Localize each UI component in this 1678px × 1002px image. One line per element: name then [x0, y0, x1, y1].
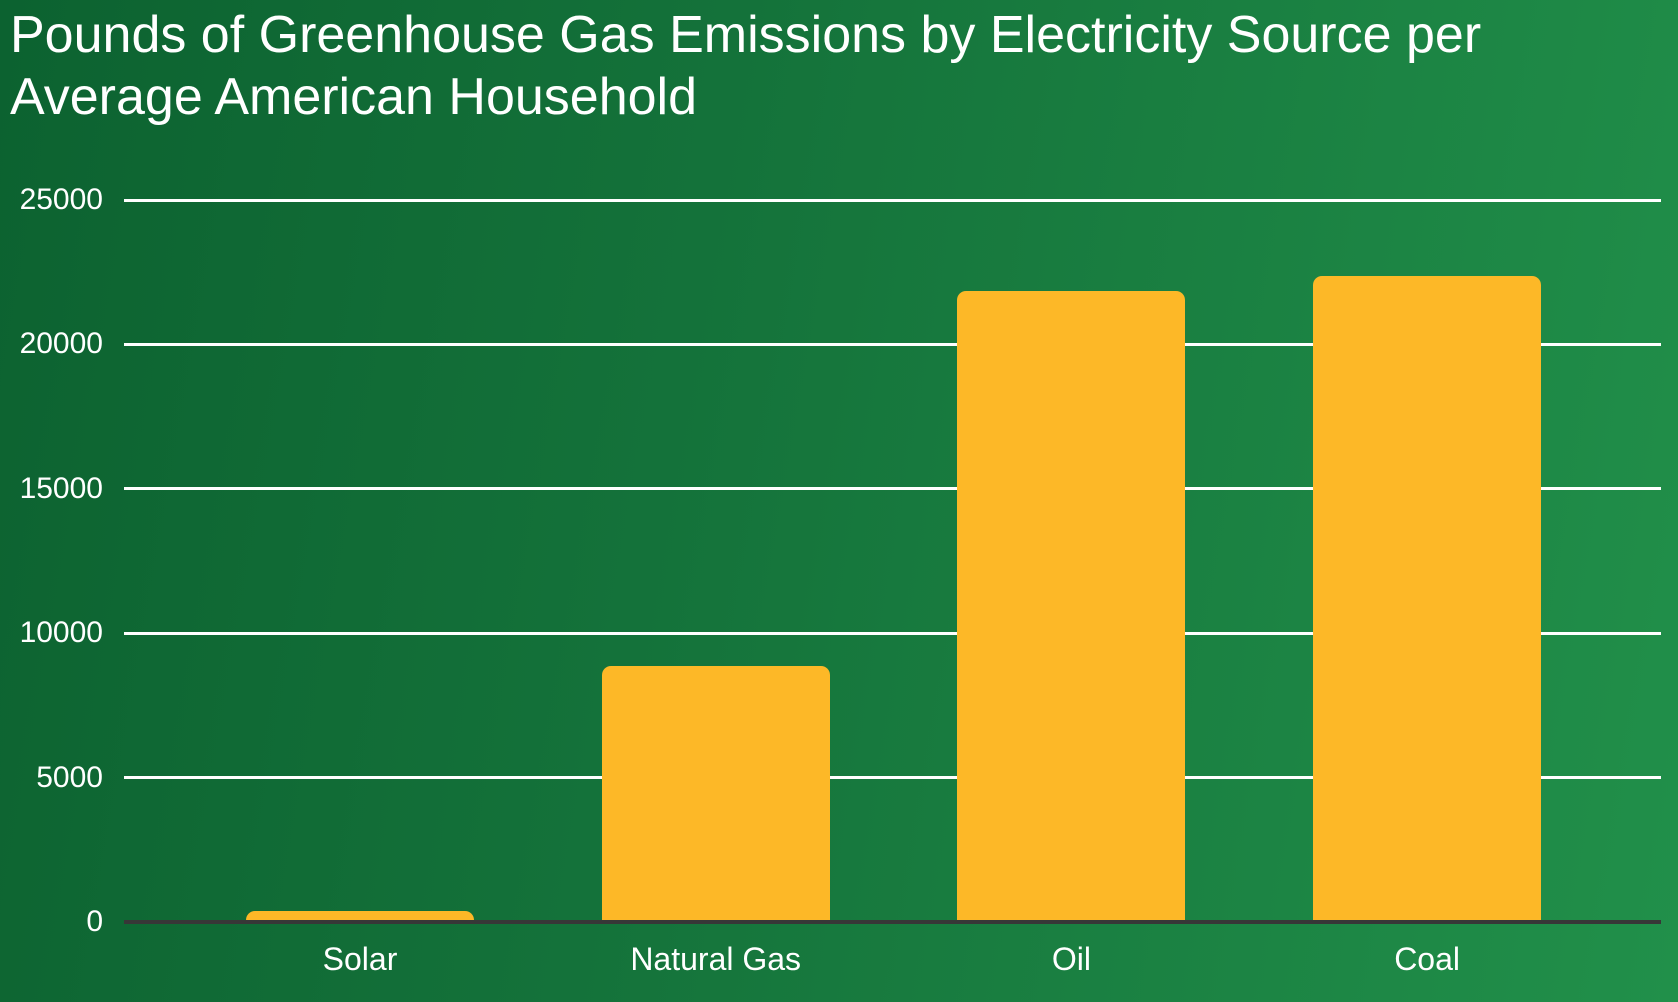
bar-oil	[957, 290, 1186, 923]
x-axis-label-natural-gas: Natural Gas	[630, 941, 802, 977]
y-axis-tick-label: 0	[86, 905, 103, 938]
gridline-20000	[124, 342, 1661, 346]
y-axis-tick-label: 25000	[19, 183, 103, 216]
x-axis-label-solar: Solar	[322, 941, 398, 977]
bar-solar	[246, 911, 474, 923]
gridline-10000	[124, 631, 1661, 635]
gridline-5000	[124, 776, 1661, 780]
bar-coal	[1313, 276, 1542, 923]
chart-title-line2: Average American Household	[10, 68, 698, 126]
y-axis-tick-label: 10000	[19, 616, 103, 650]
gridline-25000	[124, 198, 1661, 202]
y-axis-tick-label: 15000	[19, 471, 103, 505]
y-axis-tick-label: 5000	[36, 760, 103, 794]
x-axis-label-oil: Oil	[1051, 941, 1091, 977]
x-axis-zero-line	[124, 920, 1661, 924]
chart-title-line1: Pounds of Greenhouse Gas Emissions by El…	[10, 6, 1482, 64]
x-axis-label-coal: Coal	[1394, 941, 1460, 977]
chart-title: Pounds of Greenhouse Gas Emissions by El…	[10, 4, 1660, 128]
gridline-15000	[124, 487, 1661, 491]
y-axis-tick-label: 20000	[19, 327, 103, 361]
bar-natural-gas	[601, 665, 830, 923]
